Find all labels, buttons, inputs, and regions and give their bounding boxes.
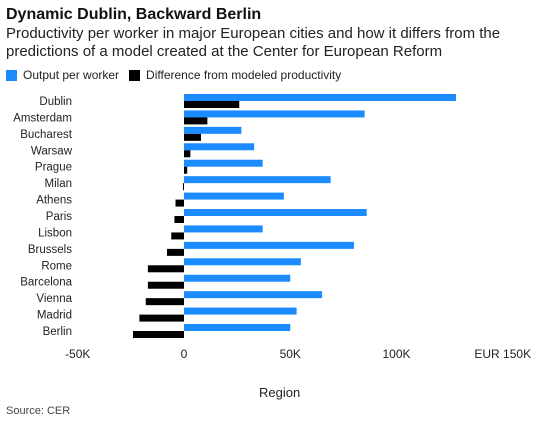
category-label: Paris (46, 211, 72, 223)
bar-difference-from-model (139, 314, 184, 322)
bar-output-per-worker (184, 192, 284, 200)
bar-output-per-worker (184, 307, 297, 315)
bar-output-per-worker (184, 209, 367, 217)
x-axis-label: Region (259, 385, 300, 400)
x-tick-label: 0 (181, 347, 188, 361)
category-label: Prague (35, 162, 72, 174)
chart-subtitle: Productivity per worker in major Europea… (6, 25, 501, 60)
bar-output-per-worker (184, 176, 331, 184)
category-label: Lisbon (38, 227, 72, 239)
bar-difference-from-model (145, 298, 184, 306)
category-label: Warsaw (31, 145, 73, 157)
bar-output-per-worker (184, 94, 456, 101)
bar-output-per-worker (184, 159, 263, 167)
bar-output-per-worker (184, 241, 354, 249)
bar-output-per-worker (184, 225, 263, 233)
bar-output-per-worker (184, 274, 291, 282)
category-label: Berlin (43, 326, 72, 338)
category-label: Milan (45, 178, 72, 190)
legend-label-difference: Difference from modeled productivity (146, 68, 342, 82)
chart-title: Dynamic Dublin, Backward Berlin (6, 6, 262, 23)
bar-difference-from-model (147, 265, 184, 273)
bar-output-per-worker (184, 324, 291, 332)
bar-difference-from-model (147, 281, 184, 289)
category-label: Amsterdam (13, 112, 72, 124)
bar-output-per-worker (184, 110, 365, 118)
category-label: Brussels (28, 244, 72, 256)
bar-difference-from-model (184, 101, 240, 108)
source-note: Source: CER (6, 405, 71, 417)
bar-output-per-worker (184, 291, 323, 299)
category-label: Athens (36, 195, 72, 207)
bar-difference-from-model (171, 232, 184, 240)
category-label: Dublin (39, 96, 72, 108)
x-tick-label: 100K (382, 347, 410, 361)
chart-legend: Output per worker Difference from modele… (6, 67, 351, 83)
bar-difference-from-model (184, 133, 201, 141)
bar-difference-from-model (184, 117, 208, 125)
bar-difference-from-model (167, 248, 184, 256)
bar-difference-from-model (174, 216, 184, 224)
bar-output-per-worker (184, 143, 255, 151)
category-label: Barcelona (20, 277, 72, 289)
legend-swatch-difference (129, 69, 141, 81)
category-label: Bucharest (20, 129, 73, 141)
legend-item-difference: Difference from modeled productivity (129, 68, 341, 82)
legend-label-output: Output per worker (23, 68, 120, 82)
x-tick-label: EUR 150K (474, 347, 531, 361)
x-tick-label: 50K (280, 347, 301, 361)
legend-swatch-output (6, 69, 17, 81)
bar-difference-from-model (175, 199, 184, 207)
bar-difference-from-model (184, 150, 191, 158)
bar-output-per-worker (184, 258, 301, 266)
x-tick-label: -50K (65, 347, 90, 361)
category-label: Rome (41, 260, 72, 272)
legend-item-output: Output per worker (6, 68, 119, 82)
category-label: Madrid (37, 310, 72, 322)
bar-difference-from-model (182, 183, 184, 191)
bar-difference-from-model (133, 331, 184, 339)
category-label: Vienna (36, 293, 72, 305)
bar-difference-from-model (184, 166, 188, 174)
bar-output-per-worker (184, 126, 242, 134)
